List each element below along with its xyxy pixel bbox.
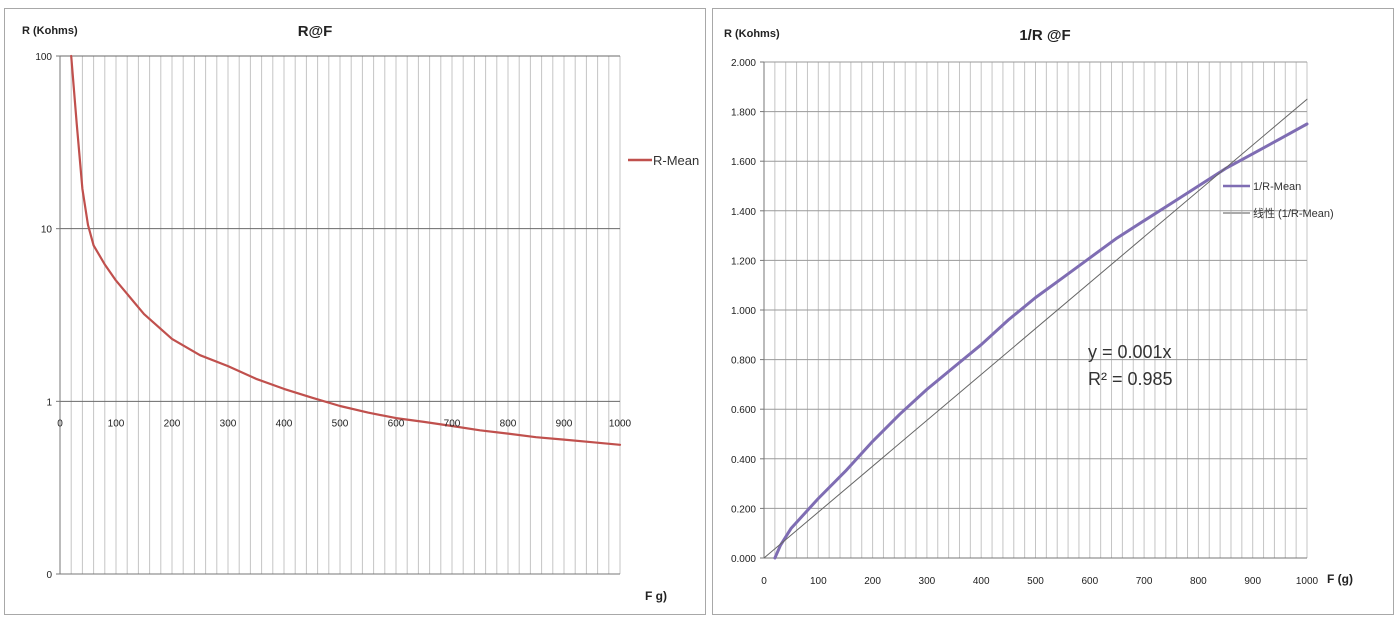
y-axis-label: R (Kohms) (22, 25, 78, 37)
y-tick-label: 1.400 (731, 207, 756, 218)
trendline-r-squared: R² = 0.985 (1088, 369, 1173, 389)
y-tick-label: 0.200 (731, 504, 756, 515)
y-tick-label: 0.400 (731, 455, 756, 466)
x-tick-label: 600 (1081, 576, 1098, 587)
x-tick-label: 100 (810, 576, 827, 587)
series-line-r-mean (70, 54, 622, 446)
x-tick-label: 300 (220, 418, 237, 429)
x-tick-label: 1000 (609, 418, 632, 429)
x-tick-label: 900 (556, 418, 573, 429)
x-tick-label: 500 (1027, 576, 1044, 587)
x-tick-label: 100 (108, 418, 125, 429)
x-tick-label: 400 (276, 418, 293, 429)
y-tick-label: 10 (41, 225, 53, 236)
chart-panel-inverse-r-at-f: 0.000 0.200 0.400 0.600 0.800 1.000 1.200 1.400… (710, 0, 1396, 619)
x-tick-label: 500 (332, 418, 349, 429)
y-tick-label: 1.000 (731, 306, 756, 317)
x-tick-label: 300 (919, 576, 936, 587)
legend-label-linear-trend: 线性 (1/R-Mean) (1253, 206, 1334, 220)
legend: 1/R-Mean 线性 (1/R-Mean) (1223, 181, 1334, 220)
y-axis-label: R (Kohms) (724, 28, 780, 40)
y-tick-label: 2.000 (731, 58, 756, 69)
y-tick-label: 1 (46, 397, 52, 408)
chart-panel-r-at-f: 0 1 10 100 0 100 200 300 400 500 600 700 800 900 1000 … (4, 8, 706, 615)
x-tick-label: 700 (444, 418, 461, 429)
legend-label-r-mean: R-Mean (653, 153, 699, 168)
chart-title: R@F (298, 23, 333, 40)
y-tick-label: 100 (35, 52, 52, 63)
y-tick-label: 0.800 (731, 356, 756, 367)
x-tick-label: 200 (164, 418, 181, 429)
legend-label-inverse-r-mean: 1/R-Mean (1253, 181, 1301, 193)
inverse-r-at-f-chart: 0.000 0.200 0.400 0.600 0.800 1.000 1.200 1.400… (724, 27, 1353, 587)
y-tick-label: 1.600 (731, 157, 756, 168)
x-tick-label: 800 (1190, 576, 1207, 587)
x-tick-label: 400 (973, 576, 990, 587)
series-line-1-r-mean (763, 98, 1308, 559)
x-tick-label: 1000 (1296, 576, 1319, 587)
x-tick-label: 600 (388, 418, 405, 429)
chart-title: 1/R @F (1019, 27, 1070, 44)
y-tick-label: 1.800 (731, 108, 756, 119)
x-tick-label: 700 (1136, 576, 1153, 587)
x-tick-label: 900 (1244, 576, 1261, 587)
y-tick-label: 0.600 (731, 405, 756, 416)
x-axis-label: F g) (645, 589, 667, 603)
x-axis-label: F (g) (1327, 572, 1353, 586)
x-tick-label: 200 (864, 576, 881, 587)
y-tick-label: 1.200 (731, 256, 756, 267)
legend: R-Mean (628, 153, 699, 168)
series-line-1-r-mean (773, 122, 1309, 560)
trendline-equation: y = 0.001x (1088, 342, 1172, 362)
x-tick-label: 800 (500, 418, 517, 429)
x-tick-label: 0 (57, 418, 63, 429)
y-tick-label: 0 (46, 570, 52, 581)
x-tick-label: 0 (761, 576, 767, 587)
y-tick-label: 0.000 (731, 554, 756, 565)
